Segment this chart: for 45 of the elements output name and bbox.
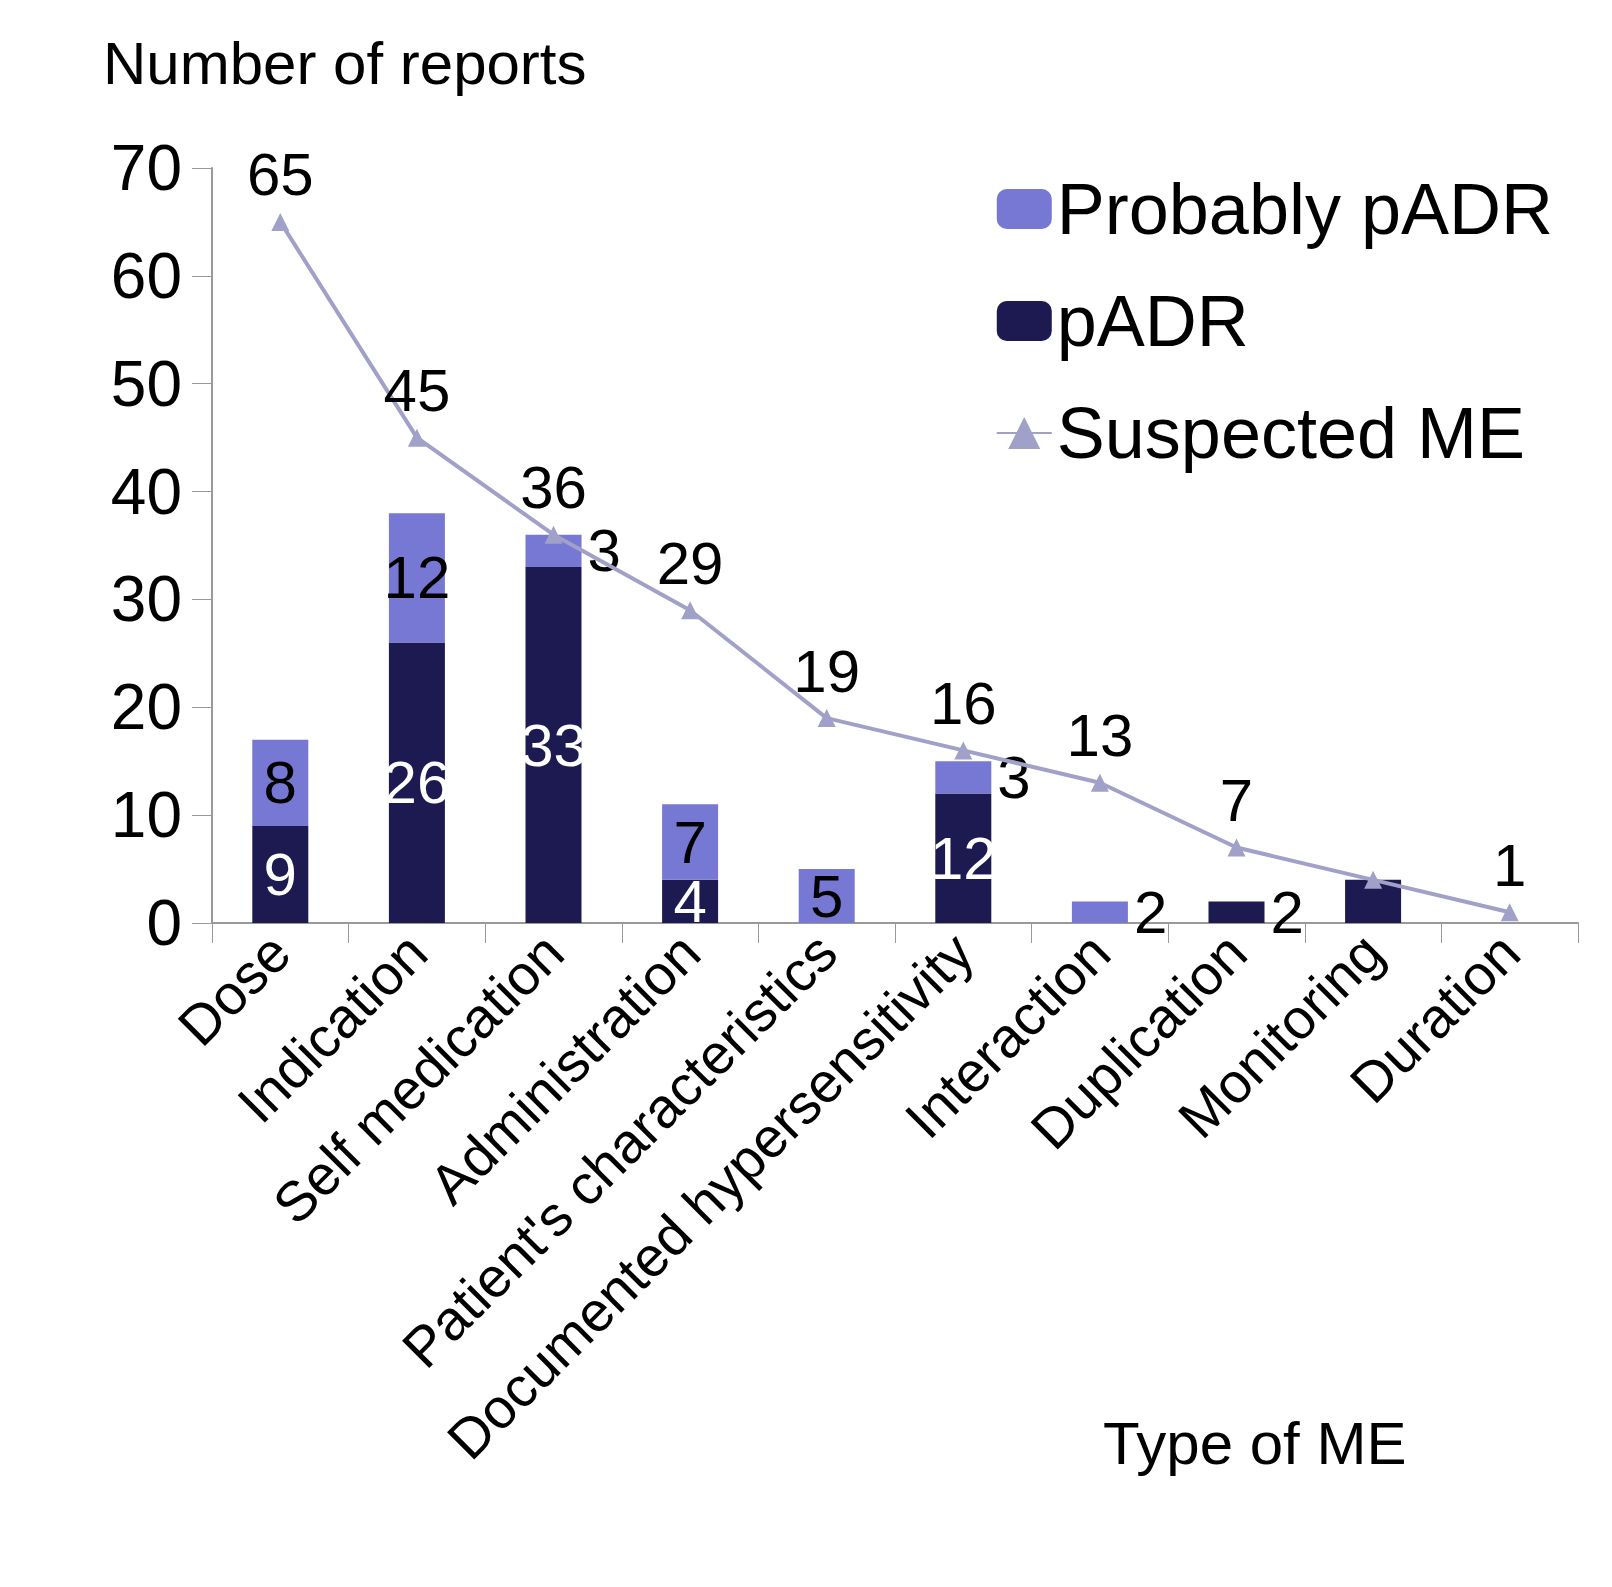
- point: [1500, 903, 1519, 922]
- y-tick-label: 30: [110, 563, 182, 636]
- y-tick-label: 70: [110, 132, 182, 204]
- point: [544, 525, 563, 544]
- bar: [1208, 901, 1265, 923]
- legend-label: pADR: [1056, 281, 1249, 361]
- y-tick-label: 50: [110, 347, 182, 420]
- data-label: 65: [246, 141, 314, 209]
- y-tick-label: 0: [146, 887, 182, 959]
- y-tick-label: 10: [110, 779, 182, 852]
- point: [271, 212, 290, 231]
- x-axis-title: Type of ME: [1103, 1409, 1407, 1477]
- y-tick-label: 60: [110, 239, 182, 312]
- data-label: 33: [520, 711, 587, 779]
- point: [954, 741, 973, 760]
- data-label: 19: [793, 637, 861, 705]
- data-label: 3: [587, 517, 621, 585]
- data-label: 1: [1493, 831, 1527, 899]
- point: [817, 709, 836, 728]
- bar: [525, 567, 582, 923]
- data-label: 29: [656, 529, 724, 597]
- data-label: 7: [1219, 767, 1254, 834]
- bar: [662, 804, 719, 880]
- data-label: 9: [263, 840, 297, 908]
- data-label: 2: [1270, 878, 1304, 946]
- point: [1090, 773, 1109, 792]
- point: [1227, 838, 1246, 857]
- y-tick-label: 40: [110, 455, 182, 528]
- point: [1364, 870, 1383, 889]
- data-label: 36: [520, 454, 587, 522]
- y-tick-label: 20: [110, 671, 182, 744]
- bar: [935, 761, 992, 794]
- data-label: 2: [1133, 878, 1168, 946]
- data-label: 16: [929, 669, 997, 737]
- data-label: 13: [1066, 702, 1134, 770]
- point: [681, 601, 700, 620]
- point: [407, 428, 426, 447]
- bar: [1071, 901, 1128, 923]
- bar: [1345, 879, 1402, 923]
- data-label: 5: [810, 862, 844, 930]
- legend-label: Suspected ME: [1056, 393, 1526, 473]
- data-label: 8: [263, 749, 297, 817]
- y-axis-title: Number of reports: [103, 29, 587, 97]
- data-label: 45: [383, 357, 451, 425]
- legend-label: Probably pADR: [1056, 169, 1553, 249]
